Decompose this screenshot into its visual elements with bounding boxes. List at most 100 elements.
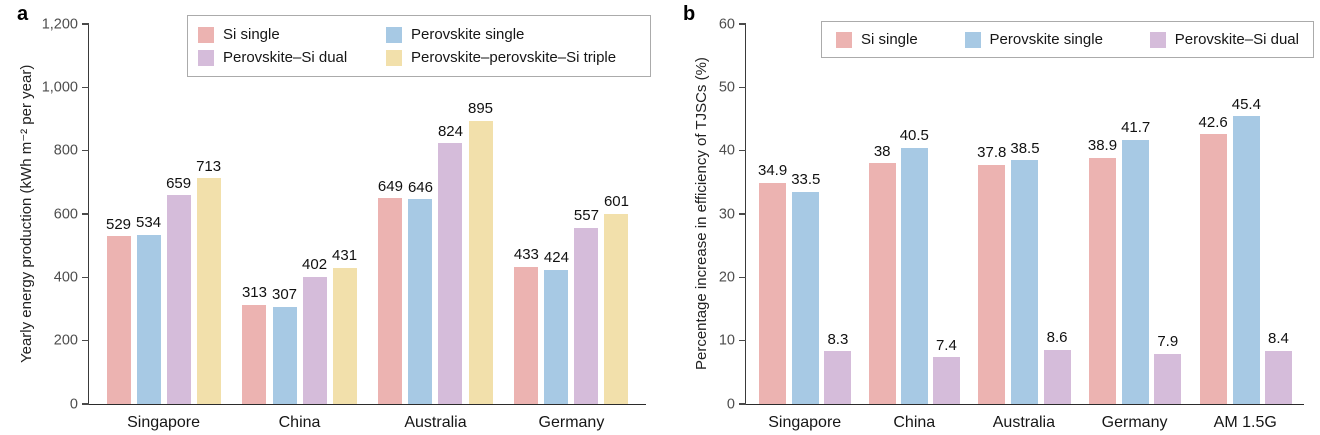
bar [868,163,896,404]
legend: Si single Perovskite single Perovskite–Si … [821,21,1314,58]
bar-value-label: 8.6 [1046,329,1068,347]
bar-column: 424 [544,250,569,404]
y-axis-tick-mark [739,86,746,89]
bar-value-label: 895 [468,100,494,118]
bar-column: 38.9 [1088,138,1117,404]
bar [1199,134,1227,404]
y-axis-tick-label: 0 [69,395,78,412]
legend-swatch-icon [836,31,852,48]
bar-group-australia: 37.8 38.5 8.6 Australia [977,139,1071,431]
bar [932,357,960,404]
x-axis-category-label: Australia [404,414,467,431]
bar-value-label: 38.5 [1010,139,1040,157]
y-axis-tick-mark [82,403,89,405]
panel-label-b: b [683,3,696,25]
bar [1154,353,1182,404]
y-axis-tick-mark [739,23,746,25]
legend-swatch-icon [198,26,214,43]
y-axis-tick-label: 400 [53,269,78,286]
bar-value-label: 38 [873,142,891,160]
legend-item: Perovskite single [386,26,640,43]
bar [196,178,221,404]
legend-swatch-icon [1149,31,1166,48]
bar [574,227,599,404]
bar-groups: 529 534 659 713 Singapore 313 307 402 431 China 64… [89,24,646,431]
bar [1088,157,1116,404]
bar-value-label: 713 [196,157,222,175]
bar-column: 307 [272,287,297,404]
bar [792,191,820,404]
legend-swatch-icon [198,49,214,66]
bar-column: 659 [166,175,191,404]
y-axis-tick-label: 1,000 [41,79,78,96]
x-axis-category-label: Germany [538,414,605,431]
bar-value-label: 33.5 [791,171,821,189]
y-axis-tick-mark [739,403,746,405]
legend-label: Perovskite single [411,26,525,43]
x-axis-category-label: China [278,414,321,431]
bar-group-australia: 649 646 824 895 Australia [377,101,493,431]
bar-value-label: 824 [437,122,463,140]
bar-group-china: 38 40.5 7.4 China [868,127,960,431]
bar-column: 8.4 [1264,330,1292,404]
bar-group-germany: 433 424 557 601 Germany [514,193,629,431]
bar-value-label: 45.4 [1231,95,1261,113]
bar [1232,116,1260,404]
bar [106,236,131,404]
bar-value-label: 601 [603,193,629,211]
bar-value-label: 40.5 [899,127,929,144]
bar-column: 41.7 [1121,120,1150,404]
bar-value-label: 34.9 [758,162,788,180]
bar-column: 40.5 [899,127,929,404]
bar-group-china: 313 307 402 431 China [242,248,357,431]
bar-value-label: 307 [271,286,298,304]
bar-value-label: 529 [106,215,132,233]
y-axis-tick-mark [739,213,746,215]
bar-value-label: 38.9 [1087,137,1118,155]
bar-column: 529 [106,215,132,404]
y-axis-tick-label: 20 [718,269,735,286]
x-axis-category-label: AM 1.5G [1213,414,1277,431]
bar-column: 649 [377,177,403,404]
bar-value-label: 557 [573,207,599,225]
bar [272,306,297,404]
y-axis-tick-mark [82,23,89,25]
bar-column: 402 [302,257,327,404]
bar-column: 646 [408,179,433,404]
y-axis-tick-label: 600 [53,205,78,222]
bar-value-label: 8.4 [1268,330,1289,348]
y-axis-tick-label: 0 [726,395,735,412]
y-axis-tick-label: 60 [718,15,735,32]
bar-column: 8.3 [824,331,852,404]
bar-value-label: 402 [302,256,328,274]
panel-label-a: a [17,3,29,25]
bar [166,195,191,404]
bar [468,120,493,404]
bar [759,182,787,404]
bar [824,351,852,404]
y-axis-tick-label: 10 [718,332,735,349]
bar-groups: 34.9 33.5 8.3 Singapore 38 40.5 7.4 China 37.8 38… [746,24,1304,431]
bar-column: 433 [514,247,539,404]
bar [978,164,1006,404]
panel-b: b Percentage increase in efficiency of T… [660,0,1320,435]
y-axis-tick-label: 50 [718,79,735,96]
y-axis-tick-mark [82,339,89,342]
legend-item: Si single [836,31,918,48]
y-axis-title-b: Percentage increase in efficiency of TJS… [693,57,710,371]
bar-group-singapore: 529 534 659 713 Singapore [106,157,222,431]
x-axis-category-label: China [893,414,936,431]
bar-column: 34.9 [758,163,787,404]
y-axis-tick-mark [739,149,746,152]
bar-column: 713 [196,157,222,404]
y-axis-title-a: Yearly energy production (kWh m⁻² per ye… [18,64,35,364]
bar [332,267,357,404]
bar-value-label: 649 [377,177,403,195]
legend-label: Si single [223,26,280,43]
bar-column: 895 [468,101,493,404]
bar-column: 37.8 [977,145,1006,404]
bar [900,147,928,404]
bar-value-label: 424 [543,249,569,267]
bar-column: 557 [574,208,599,404]
y-axis-tick-mark [82,86,89,89]
